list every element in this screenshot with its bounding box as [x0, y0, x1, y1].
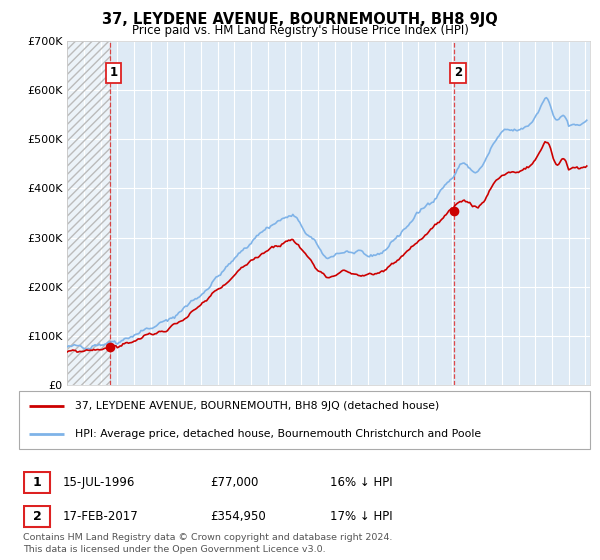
FancyBboxPatch shape: [24, 506, 50, 528]
Text: 1: 1: [33, 476, 41, 489]
Text: This data is licensed under the Open Government Licence v3.0.: This data is licensed under the Open Gov…: [23, 545, 325, 554]
Text: 2: 2: [454, 67, 462, 80]
Text: 17% ↓ HPI: 17% ↓ HPI: [330, 510, 392, 524]
Text: £77,000: £77,000: [210, 476, 259, 489]
Text: Contains HM Land Registry data © Crown copyright and database right 2024.: Contains HM Land Registry data © Crown c…: [23, 533, 392, 542]
Text: 16% ↓ HPI: 16% ↓ HPI: [330, 476, 392, 489]
Text: HPI: Average price, detached house, Bournemouth Christchurch and Poole: HPI: Average price, detached house, Bour…: [76, 429, 481, 439]
Text: 37, LEYDENE AVENUE, BOURNEMOUTH, BH8 9JQ (detached house): 37, LEYDENE AVENUE, BOURNEMOUTH, BH8 9JQ…: [76, 401, 440, 411]
Text: £354,950: £354,950: [210, 510, 266, 524]
Bar: [67, 41, 110, 385]
Text: 2: 2: [33, 510, 41, 524]
Text: 1: 1: [110, 67, 118, 80]
FancyBboxPatch shape: [24, 472, 50, 493]
Text: 37, LEYDENE AVENUE, BOURNEMOUTH, BH8 9JQ: 37, LEYDENE AVENUE, BOURNEMOUTH, BH8 9JQ: [102, 12, 498, 27]
Bar: [67, 41, 110, 385]
Text: Price paid vs. HM Land Registry's House Price Index (HPI): Price paid vs. HM Land Registry's House …: [131, 24, 469, 36]
Text: 15-JUL-1996: 15-JUL-1996: [63, 476, 136, 489]
Text: 17-FEB-2017: 17-FEB-2017: [63, 510, 139, 524]
